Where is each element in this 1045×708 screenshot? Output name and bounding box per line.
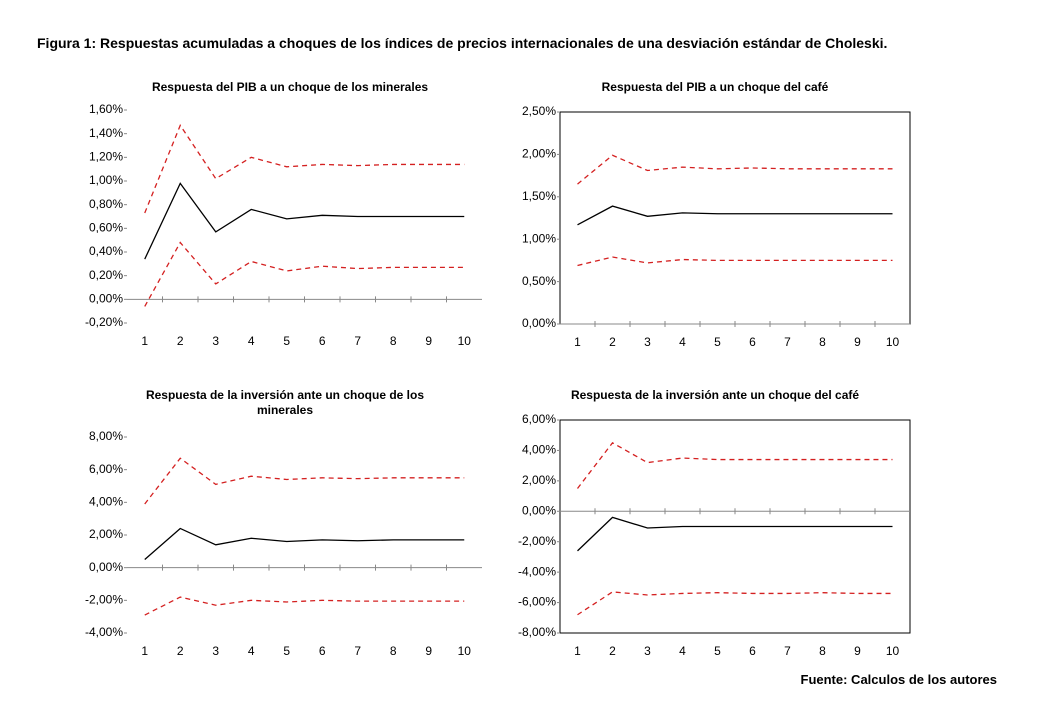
- y-tick-label: -4,00%: [518, 564, 556, 578]
- y-tick-label: 4,00%: [89, 495, 123, 509]
- source-note: Fuente: Calculos de los autores: [800, 672, 998, 687]
- x-tick-label: 8: [819, 335, 826, 349]
- y-tick-label: 0,40%: [89, 244, 123, 258]
- series-line: [577, 591, 893, 616]
- x-tick-label: 9: [425, 644, 432, 658]
- series-line: [144, 527, 465, 560]
- x-tick-label: 4: [248, 644, 255, 658]
- x-tick-label: 1: [574, 335, 581, 349]
- y-tick-label: 1,60%: [89, 102, 123, 116]
- series-line: [144, 457, 465, 505]
- x-tick-label: 10: [458, 334, 472, 348]
- y-tick-label: -2,00%: [85, 593, 123, 607]
- y-tick-label: 0,50%: [522, 274, 556, 288]
- y-tick-label: 2,00%: [522, 473, 556, 487]
- x-tick-label: 8: [819, 644, 826, 658]
- y-tick-label: 2,50%: [522, 104, 556, 118]
- y-tick-label: 0,00%: [89, 560, 123, 574]
- y-tick-label: 1,20%: [89, 150, 123, 164]
- x-tick-label: 9: [854, 644, 861, 658]
- x-tick-label: 3: [212, 644, 219, 658]
- y-tick-label: 0,00%: [89, 292, 123, 306]
- x-tick-label: 1: [574, 644, 581, 658]
- x-tick-label: 4: [679, 335, 686, 349]
- series-line: [144, 124, 465, 214]
- chart-title: Respuesta del PIB a un choque de los min…: [151, 80, 429, 94]
- series-line: [144, 596, 465, 616]
- y-tick-label: 2,00%: [522, 147, 556, 161]
- x-tick-label: 3: [212, 334, 219, 348]
- x-tick-label: 2: [177, 644, 184, 658]
- y-tick-label: 1,50%: [522, 189, 556, 203]
- series-line: [577, 205, 893, 226]
- chart-title: Respuesta de la inversión ante un choque…: [570, 388, 860, 402]
- x-tick-label: 4: [679, 644, 686, 658]
- y-tick-label: -8,00%: [518, 625, 556, 639]
- x-tick-label: 2: [609, 335, 616, 349]
- y-tick-label: 6,00%: [89, 462, 123, 476]
- x-tick-label: 1: [141, 644, 148, 658]
- x-tick-label: 8: [390, 334, 397, 348]
- y-tick-label: 1,00%: [89, 173, 123, 187]
- y-tick-label: -0,20%: [85, 315, 123, 329]
- x-tick-label: 7: [354, 334, 361, 348]
- figure-title: Figura 1: Respuestas acumuladas a choque…: [37, 35, 888, 51]
- x-tick-label: 6: [749, 644, 756, 658]
- y-tick-label: 1,40%: [89, 126, 123, 140]
- x-tick-label: 7: [784, 644, 791, 658]
- x-tick-label: 10: [886, 644, 900, 658]
- y-tick-label: 0,00%: [522, 503, 556, 517]
- series-line: [576, 441, 893, 489]
- x-tick-label: 2: [177, 334, 184, 348]
- x-tick-label: 8: [390, 644, 397, 658]
- x-tick-label: 7: [354, 644, 361, 658]
- plot-frame: [559, 419, 911, 634]
- x-tick-label: 6: [319, 644, 326, 658]
- series-line: [577, 154, 893, 185]
- series-line: [144, 182, 465, 260]
- x-tick-label: 2: [609, 644, 616, 658]
- y-tick-label: 8,00%: [89, 429, 123, 443]
- x-tick-label: 5: [283, 644, 290, 658]
- x-tick-label: 4: [248, 334, 255, 348]
- x-tick-label: 5: [714, 644, 721, 658]
- x-tick-label: 10: [458, 644, 472, 658]
- x-tick-label: 3: [644, 335, 651, 349]
- y-tick-label: 0,00%: [522, 316, 556, 330]
- y-tick-label: 0,20%: [89, 268, 123, 282]
- x-tick-label: 5: [283, 334, 290, 348]
- x-tick-label: 3: [644, 644, 651, 658]
- y-tick-label: 0,60%: [89, 221, 123, 235]
- y-tick-label: -2,00%: [518, 534, 556, 548]
- y-tick-label: 4,00%: [522, 443, 556, 457]
- x-tick-label: 6: [749, 335, 756, 349]
- x-tick-label: 7: [784, 335, 791, 349]
- y-tick-label: -4,00%: [85, 625, 123, 639]
- series-line: [577, 256, 893, 267]
- y-tick-label: -6,00%: [518, 595, 556, 609]
- x-tick-label: 5: [714, 335, 721, 349]
- x-tick-label: 9: [425, 334, 432, 348]
- x-tick-label: 6: [319, 334, 326, 348]
- y-tick-label: 1,00%: [522, 231, 556, 245]
- series-line: [144, 241, 465, 307]
- chart-title: Respuesta de la inversión ante un choque…: [145, 388, 425, 417]
- x-tick-label: 1: [141, 334, 148, 348]
- chart-title: Respuesta del PIB a un choque del café: [601, 80, 829, 94]
- x-tick-label: 10: [886, 335, 900, 349]
- series-line: [577, 516, 893, 552]
- x-tick-label: 9: [854, 335, 861, 349]
- plot-frame: [559, 111, 911, 325]
- y-tick-label: 2,00%: [89, 527, 123, 541]
- y-tick-label: 6,00%: [522, 412, 556, 426]
- y-tick-label: 0,80%: [89, 197, 123, 211]
